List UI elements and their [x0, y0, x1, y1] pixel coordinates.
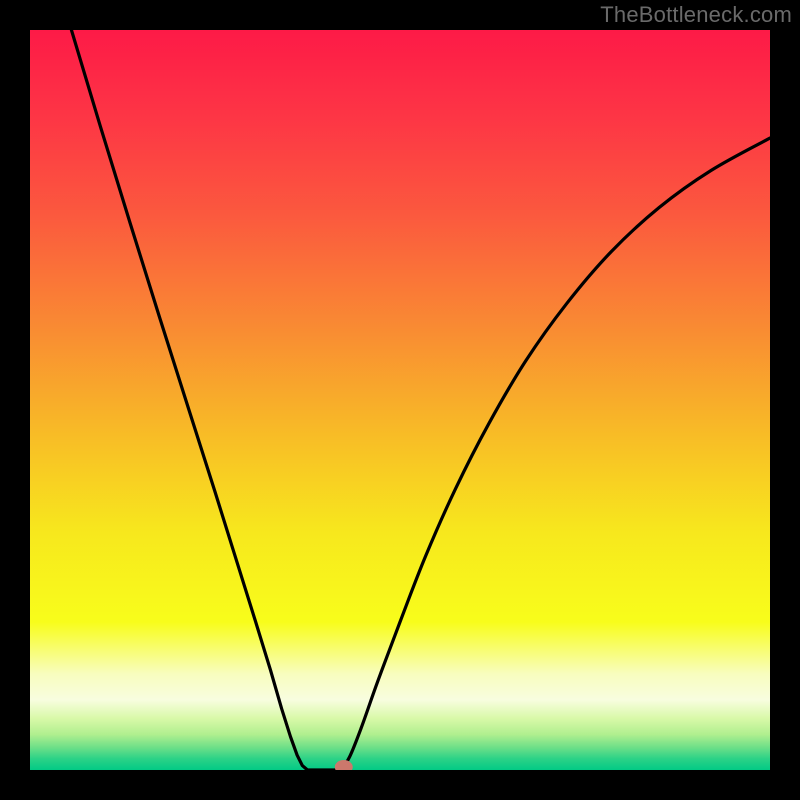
chart-frame: TheBottleneck.com [0, 0, 800, 800]
bottleneck-curve-chart [30, 30, 770, 770]
chart-background-gradient [30, 30, 770, 770]
plot-area [30, 30, 770, 770]
watermark-text: TheBottleneck.com [600, 2, 792, 28]
